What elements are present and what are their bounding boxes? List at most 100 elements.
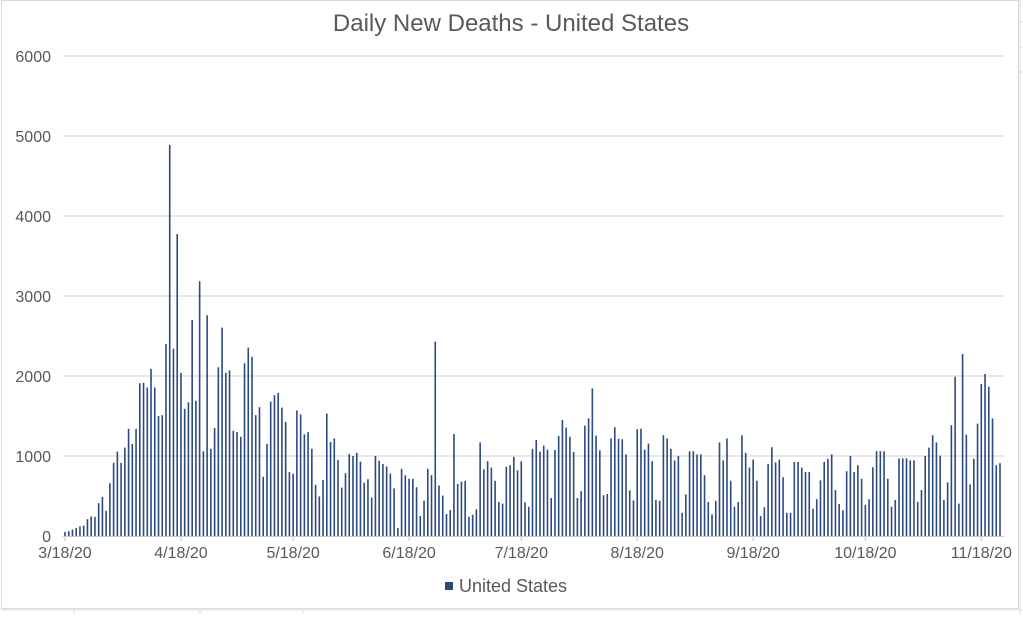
bar [254,415,257,536]
bar [591,388,594,536]
bar [580,491,582,536]
bar [797,462,799,536]
bar [333,438,336,536]
x-tick-label: 7/18/20 [495,545,548,562]
bar [763,507,766,536]
bar [733,506,736,536]
y-axis: 0 1000 2000 3000 4000 5000 6000 [15,49,51,546]
bar [277,392,279,536]
bar [901,458,904,536]
bar [471,514,474,536]
bar [984,374,986,536]
x-tick-label: 3/18/20 [38,545,91,562]
bar [438,485,440,536]
bar [412,478,414,536]
bar [479,442,481,536]
bar [550,498,552,536]
bar [643,449,646,536]
x-tick-label: 5/18/20 [266,545,319,562]
bar [834,490,837,536]
bar [408,478,410,536]
bar [857,465,859,536]
bar [82,525,85,536]
chart-title: Daily New Deaths - United States [333,10,689,37]
bar [647,443,650,536]
bar [243,363,246,536]
bar [786,512,788,536]
bar [513,456,515,536]
bar [943,500,945,536]
x-tick-label: 11/18/20 [951,545,1012,562]
bar [924,456,926,536]
bar [913,460,915,536]
bar [729,480,732,536]
bar [468,516,470,536]
bar [67,531,70,536]
bar [625,454,627,536]
bar [445,514,448,536]
bar [928,447,930,536]
bar [714,500,717,536]
bar [584,425,586,536]
bar [636,429,639,536]
gridlines [63,55,1004,457]
bar [815,499,818,536]
bar [973,458,975,536]
bar [864,504,867,536]
bar [363,482,365,536]
bar [812,508,814,536]
bar [853,472,855,536]
bar [423,500,425,536]
bar [613,427,616,536]
bar [397,528,399,536]
bar [453,434,455,536]
bar [120,462,122,536]
bar [109,483,111,536]
bar [501,503,504,536]
bar [322,480,324,536]
bar [662,435,665,536]
bar [587,418,590,536]
bar [707,502,710,536]
bar [266,444,268,536]
bar [314,484,317,536]
bar [112,462,115,536]
bar [441,495,444,536]
bar [774,462,777,536]
bar [756,480,758,536]
x-tick-label: 9/18/20 [726,545,779,562]
bar [79,526,81,536]
bar [385,466,388,536]
bar [546,449,549,536]
bar [632,500,635,536]
bar [165,344,167,536]
bar [737,502,739,536]
bar [726,438,728,536]
bar [976,423,979,536]
bar [969,484,971,536]
bar [153,387,156,536]
bar [206,315,208,536]
bar [845,471,848,536]
bar [748,467,751,536]
bar [711,514,713,536]
bar [490,467,493,536]
bar [987,386,990,536]
bar [879,451,882,536]
bar [935,442,938,536]
bar [382,464,384,536]
bar [296,410,298,536]
bar [868,499,870,536]
bar [842,510,844,536]
bar [681,512,683,536]
bar [142,382,145,536]
bar [359,461,362,536]
bar [221,327,223,536]
bar [830,454,833,536]
bar [340,487,343,536]
bar [860,478,863,536]
bar [767,464,769,536]
bar [374,456,377,536]
bar [284,422,287,536]
